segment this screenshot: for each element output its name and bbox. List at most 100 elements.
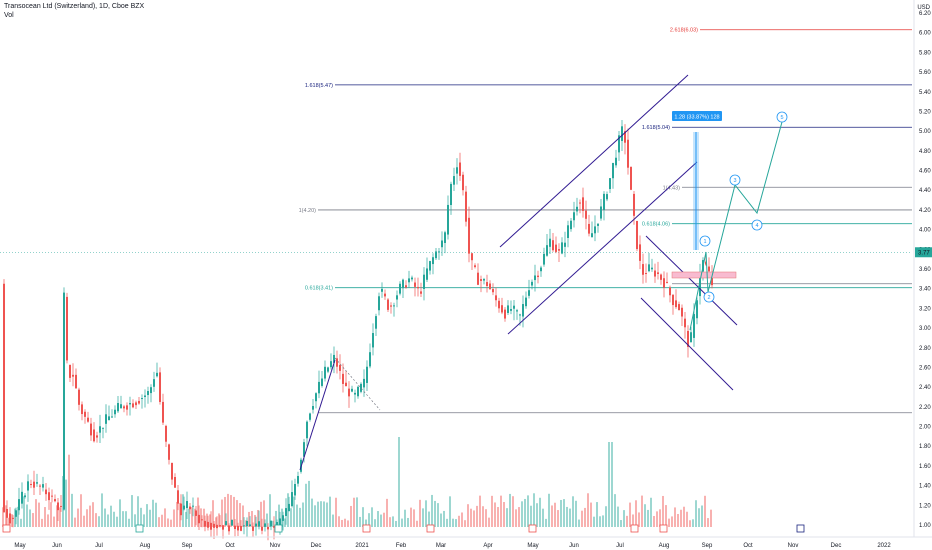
volume-bar	[131, 495, 133, 527]
candle-body	[552, 240, 554, 251]
candle-body	[30, 483, 32, 485]
fib-level-label: 1.618(5.04)	[642, 125, 670, 131]
volume-bar	[659, 509, 661, 527]
price-tick-label: 6.00	[919, 31, 931, 37]
candle-body	[357, 386, 359, 397]
candle-body	[54, 499, 56, 502]
volume-bar	[431, 494, 433, 527]
volume-bar	[182, 494, 184, 527]
volume-bar	[620, 520, 622, 527]
volume-bar	[374, 519, 376, 527]
candle-body	[447, 204, 449, 235]
volume-bar	[569, 508, 571, 527]
volume-bar	[380, 514, 382, 527]
candle-body	[435, 251, 437, 259]
volume-bar	[452, 518, 454, 527]
fib-level-label: 1(4.43)	[663, 185, 681, 191]
candle-body	[609, 178, 611, 189]
candle-body	[207, 521, 209, 528]
candle-body	[321, 378, 323, 386]
candle-body	[522, 304, 524, 317]
candle-body	[414, 282, 416, 287]
price-tick-label: 5.80	[919, 50, 931, 56]
candle-body	[600, 206, 602, 219]
candle-body	[90, 423, 92, 436]
price-tick-label: 3.40	[919, 287, 931, 293]
volume-bar	[623, 510, 625, 527]
volume-bar	[542, 508, 544, 527]
trend-channel-line	[507, 161, 698, 335]
candle-body	[423, 274, 425, 289]
volume-bar	[149, 509, 151, 527]
candle-body	[507, 305, 509, 313]
candle-body	[6, 509, 8, 518]
candle-body	[333, 354, 335, 363]
volume-bar	[170, 519, 172, 527]
volume-bar	[134, 514, 136, 527]
candle-body	[84, 411, 86, 417]
candle-body	[528, 290, 530, 296]
volume-bar	[203, 508, 205, 527]
volume-bar	[575, 500, 577, 527]
volume-bar	[554, 502, 556, 527]
volume-bar	[317, 501, 319, 527]
volume-bar	[38, 502, 40, 527]
price-tick-label: 2.60	[919, 365, 931, 371]
volume-bar	[422, 508, 424, 527]
volume-bar	[269, 494, 271, 527]
volume-bar	[377, 511, 379, 527]
candle-body	[489, 283, 491, 290]
wave-label-circle	[703, 291, 715, 303]
candle-body	[384, 293, 386, 297]
trend-channel-line	[640, 297, 734, 391]
candle-body	[471, 253, 473, 261]
volume-bar	[209, 514, 211, 527]
volume-bar	[494, 502, 496, 527]
candle-body	[375, 316, 377, 329]
event-marker	[362, 524, 371, 533]
wave-label: 2	[707, 295, 710, 301]
candle-body	[57, 502, 59, 511]
volume-bar	[566, 506, 568, 527]
volume-bar	[590, 502, 592, 527]
wave-label: 1	[703, 239, 706, 245]
volume-bar	[515, 509, 517, 527]
candle-body	[486, 282, 488, 287]
candle-body	[195, 510, 197, 516]
trend-channel-line	[499, 74, 689, 248]
volume-bar	[674, 507, 676, 527]
volume-bar	[335, 497, 337, 527]
price-axis-currency: USD	[917, 5, 930, 11]
fib-level-label: 1(4.20)	[299, 208, 317, 214]
volume-bar	[236, 500, 238, 527]
candle-body	[270, 520, 272, 527]
volume-bar	[299, 507, 301, 527]
candle-body	[633, 193, 635, 216]
candle-body	[450, 183, 452, 205]
candle-body	[234, 525, 236, 530]
candle-body	[276, 521, 278, 526]
price-tick-label: 4.80	[919, 149, 931, 155]
volume-bar	[311, 498, 313, 527]
candle-body	[324, 366, 326, 379]
volume-bar	[29, 509, 31, 527]
candle-body	[216, 524, 218, 529]
candle-body	[630, 166, 632, 190]
volume-bar	[200, 508, 202, 527]
volume-bar	[227, 493, 229, 527]
candle-body	[687, 330, 689, 347]
volume-bar	[698, 508, 700, 527]
trend-channel-line	[299, 359, 336, 471]
volume-bar	[650, 497, 652, 527]
time-tick-label: Dec	[311, 543, 322, 549]
candle-body	[543, 253, 545, 265]
candle-body	[354, 392, 356, 395]
time-tick-label: Dec	[831, 543, 842, 549]
volume-bar	[527, 495, 529, 527]
volume-bar	[41, 518, 43, 527]
volume-bar	[146, 504, 148, 527]
candle-body	[591, 233, 593, 238]
volume-bar	[458, 515, 460, 527]
price-tick-label: 4.20	[919, 208, 931, 214]
